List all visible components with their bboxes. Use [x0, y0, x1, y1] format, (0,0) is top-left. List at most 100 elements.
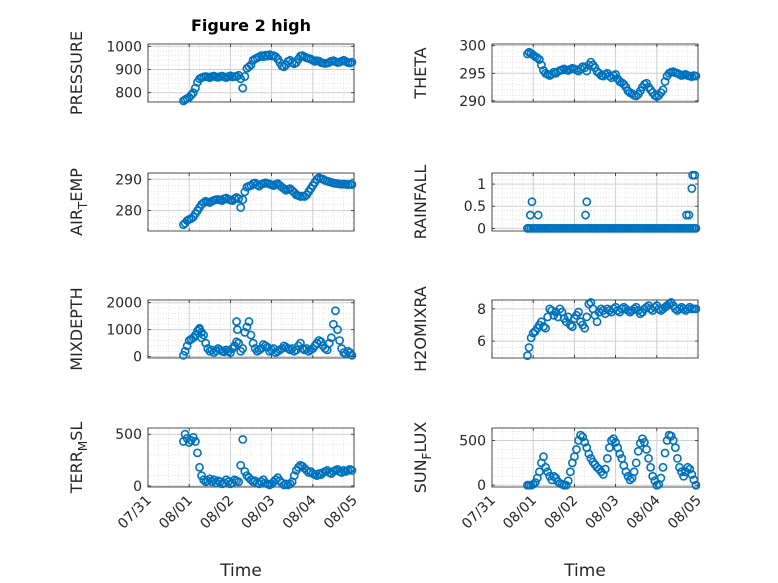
y-tick-label: 0 — [477, 478, 486, 494]
axes-box — [147, 43, 355, 103]
data-point — [240, 187, 250, 197]
data-point — [580, 437, 590, 447]
y-axis-label: TERRMSL — [67, 422, 90, 495]
data-point — [193, 448, 202, 458]
data-point — [236, 460, 246, 470]
data-point — [534, 55, 544, 64]
data-point — [211, 478, 221, 488]
data-point — [180, 346, 190, 356]
axes-box — [491, 299, 699, 359]
data-point — [527, 197, 537, 207]
data-point — [199, 475, 209, 485]
panel-theta: 290 295 300 THETA — [411, 39, 701, 110]
axes-box — [147, 172, 355, 232]
x-tick-label: 08/03 — [239, 493, 279, 533]
data-point — [236, 203, 246, 212]
data-point — [567, 322, 577, 331]
x-tick-label: 07/31 — [115, 493, 155, 533]
data-point — [539, 452, 548, 462]
data-point — [691, 71, 701, 81]
series-markers — [523, 170, 701, 233]
data-point — [524, 343, 534, 352]
y-tick-label: 1000 — [106, 39, 142, 55]
data-point — [293, 462, 303, 472]
data-point — [642, 445, 651, 454]
y-tick-label: 0 — [133, 350, 142, 366]
data-point — [574, 307, 583, 317]
x-axis-label: Time — [219, 561, 262, 581]
data-point — [180, 429, 190, 439]
data-point — [670, 443, 680, 453]
data-point — [331, 306, 340, 316]
x-tick-label: 08/02 — [197, 493, 237, 533]
y-axis-label: RAINFALL — [411, 165, 430, 240]
data-point — [673, 453, 682, 463]
x-tick-label: 08/04 — [624, 492, 664, 532]
data-point — [271, 52, 281, 62]
y-tick-label: 280 — [115, 204, 142, 220]
data-point — [234, 477, 244, 487]
data-point — [197, 471, 206, 481]
data-point — [328, 319, 338, 329]
y-axis-label: H2OMIXRA — [411, 286, 430, 372]
data-point — [582, 197, 592, 207]
data-point — [347, 57, 357, 67]
panel-sun-flux: 0 500 07/31 08/01 08/02 08/03 08/04 08/05 Time SU… — [411, 422, 705, 581]
data-point — [539, 322, 548, 331]
data-point — [582, 312, 592, 322]
y-tick-label: 500 — [459, 434, 486, 450]
panel-air-temp: 280 290 AIRTEMP — [67, 168, 357, 236]
data-point — [646, 462, 656, 472]
data-point — [207, 477, 217, 487]
panel-h2omixra: 6 8 H2OMIXRA — [411, 286, 701, 372]
x-tick-label: 08/03 — [583, 493, 623, 533]
data-point — [248, 338, 258, 348]
series-markers — [179, 306, 357, 360]
plot-area — [148, 44, 354, 102]
data-point — [565, 320, 575, 330]
y-tick-label: 290 — [115, 172, 142, 188]
data-point — [238, 195, 248, 205]
data-point — [690, 170, 700, 180]
y-axis-label: AIRTEMP — [67, 168, 90, 236]
data-point — [660, 448, 670, 458]
x-tick-label: 08/01 — [156, 493, 196, 533]
data-point — [644, 453, 653, 463]
data-point — [691, 480, 701, 490]
data-point — [677, 467, 686, 477]
data-point — [188, 88, 198, 98]
data-point — [658, 85, 668, 95]
data-point — [195, 325, 204, 335]
data-point — [629, 304, 639, 314]
data-point — [534, 467, 544, 477]
data-point — [211, 346, 221, 356]
data-point — [201, 338, 211, 348]
data-point — [572, 445, 581, 454]
panel-pressure: 800 900 1000 PRESSURE — [67, 31, 357, 115]
data-point — [333, 325, 342, 335]
data-point — [675, 462, 684, 472]
data-point — [631, 458, 641, 468]
data-point — [347, 350, 357, 360]
data-point — [666, 431, 676, 441]
data-point — [347, 180, 357, 189]
y-tick-label: 500 — [115, 427, 142, 443]
y-tick-label: 900 — [115, 63, 142, 79]
data-point — [190, 437, 200, 446]
data-point — [611, 437, 620, 447]
data-point — [296, 338, 305, 348]
data-point — [607, 436, 616, 445]
panel-mixdepth: 0 1000 2000 MIXDEPTH — [67, 287, 357, 371]
y-axis-label: SUNFLUX — [411, 422, 434, 494]
data-point — [600, 464, 610, 474]
data-point — [580, 323, 590, 333]
data-point — [532, 53, 542, 63]
data-point — [238, 434, 248, 444]
data-point — [199, 198, 209, 208]
data-point — [184, 438, 194, 447]
series-markers — [523, 47, 701, 101]
x-tick-label: 08/02 — [541, 493, 581, 533]
data-point — [285, 479, 295, 489]
data-point — [279, 184, 289, 194]
data-point — [232, 317, 241, 326]
